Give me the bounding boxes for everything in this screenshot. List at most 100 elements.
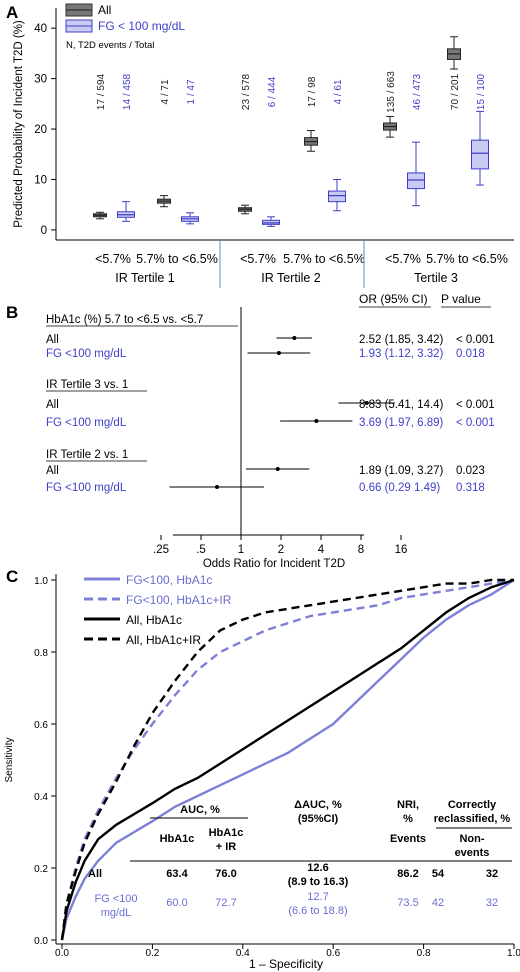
col-header-p: P value [441,292,481,306]
panel-a-count-labels: 17 / 594 4 / 71 23 / 578 17 / 98 135 / 663 70… [96,71,487,113]
table-cell: 60.0 [166,897,187,909]
x-tick-label: 0.2 [145,948,159,959]
panel-a-ylabel: Predicted Probability of Incident T2D (%… [13,20,25,228]
panel-a-boxes [93,36,489,227]
p-text: 0.018 [456,348,485,360]
table-header-reclass-2: reclassified, % [434,813,511,825]
table-col-header: Non- [459,833,484,845]
category-label: <5.7% [240,252,276,266]
row-label: All [46,465,59,477]
x-tick-label: 2 [278,544,284,556]
panel-a-letter: A [6,3,18,22]
panel-a: 0 10 20 30 40 Predicted Probability of Incid… [13,3,514,288]
x-tick-label: 1.0 [507,948,520,959]
count-label: 17 / 98 [307,76,318,107]
x-tick-label: 4 [318,544,325,556]
table-col-header: Events [390,833,426,845]
panel-b-x-ticks: .25 .5 1 2 4 8 16 [153,535,407,556]
or-text: 0.66 (0.29 1.49) [359,482,440,494]
or-text: 8.83 (5.41, 14.4) [359,399,444,411]
section-heading: IR Tertile 2 vs. 1 [46,449,128,461]
x-tick-label: .25 [153,544,169,556]
table-row-label: mg/dL [101,907,132,919]
row-label: FG <100 mg/dL [46,482,127,494]
y-tick-label: 0.2 [34,864,48,875]
p-text: 0.023 [456,465,485,477]
panel-c-xlabel: 1 – Specificity [249,957,323,971]
x-tick-label: 16 [395,544,408,556]
legend-label: FG<100, HbA1c+IR [126,593,232,607]
y-tick-label: 40 [34,23,47,35]
count-label: 135 / 663 [386,71,397,113]
table-cell: 42 [432,897,444,909]
y-tick-label: 0.4 [34,792,48,803]
p-text: 0.318 [456,482,485,494]
box [407,172,425,190]
table-col-header: HbA1c [160,833,195,845]
point-estimate [364,401,369,405]
p-text: < 0.001 [456,399,495,411]
table-header-dauc-ci: (95%CI) [298,813,339,825]
panel-b-estimates [169,336,395,489]
table-cell: 12.7 [307,891,328,903]
table-cell: (8.9 to 16.3) [288,876,349,888]
panel-c: 0.0 0.0 0.2 0.2 0.4 0.4 0.6 0.6 0.8 0.8 1.0 1.0 Sen… [4,573,520,971]
point-estimate [215,485,220,489]
panel-c-ticks: 0.0 0.0 0.2 0.2 0.4 0.4 0.6 0.6 0.8 0.8 1.0 1.0 [34,576,520,959]
table-col-header: events [455,847,490,859]
x-tick-label: 0.4 [236,948,250,959]
or-text: 1.89 (1.09, 3.27) [359,465,444,477]
panel-c-ylabel: Sensitivity [4,737,15,782]
group-label: IR Tertile 1 [115,271,175,285]
or-text: 1.93 (1.12, 3.32) [359,348,444,360]
roc-curve [60,578,515,941]
count-label: 6 / 444 [267,76,278,107]
table-cell: 72.7 [215,897,236,909]
table-cell: 76.0 [215,868,236,880]
y-tick-label: 1.0 [34,576,48,587]
y-tick-label: 10 [34,174,47,186]
p-text: < 0.001 [456,417,495,429]
table-header-reclass: Correctly [448,799,497,811]
panel-a-y-ticks: 0 10 20 30 40 [34,23,56,237]
table-cell: 86.2 [397,868,418,880]
count-label: 23 / 578 [241,73,252,110]
roc-curve [60,578,514,941]
category-label: <5.7% [385,252,421,266]
panel-c-letter: C [6,567,18,586]
count-label: 46 / 473 [412,73,423,110]
category-label: <5.7% [95,252,131,266]
panel-b-xlabel: Odds Ratio for Incident T2D [203,558,345,570]
box [471,139,489,170]
count-label: 14 / 458 [122,73,133,110]
legend-label: All, HbA1c [126,613,182,627]
y-tick-label: 0.0 [34,936,48,947]
table-header-nri-unit: % [403,813,413,825]
table-cell: 32 [486,868,498,880]
row-label: FG <100 mg/dL [46,348,127,360]
section-heading: IR Tertile 3 vs. 1 [46,379,128,391]
category-label: 5.7% to <6.5% [136,252,218,266]
group-label: IR Tertile 2 [261,271,321,285]
y-tick-label: 0.8 [34,648,48,659]
table-cell: 12.6 [307,862,328,874]
point-estimate [275,467,280,471]
x-tick-label: 8 [358,544,364,556]
category-label: 5.7% to <6.5% [283,252,365,266]
panel-b: OR (95% CI) P value .25 .5 1 2 4 8 16 Odds Rat… [46,292,495,570]
table-header-nri: NRI, [397,799,419,811]
legend-label-all: All [98,3,111,17]
count-label: 70 / 201 [450,73,461,110]
legend-note: N, T2D events / Total [66,40,154,51]
legend-label: All, HbA1c+IR [126,633,201,647]
point-estimate [314,419,319,423]
y-tick-label: 30 [34,74,47,86]
y-tick-label: 0 [41,225,47,237]
panel-b-letter: B [6,303,18,322]
count-label: 1 / 47 [186,79,197,104]
row-label: FG <100 mg/dL [46,417,127,429]
table-col-header: HbA1c [209,827,244,839]
legend-label: FG<100, HbA1c [126,573,212,587]
x-tick-label: 0.8 [417,948,431,959]
table-header-auc: AUC, % [180,804,220,816]
